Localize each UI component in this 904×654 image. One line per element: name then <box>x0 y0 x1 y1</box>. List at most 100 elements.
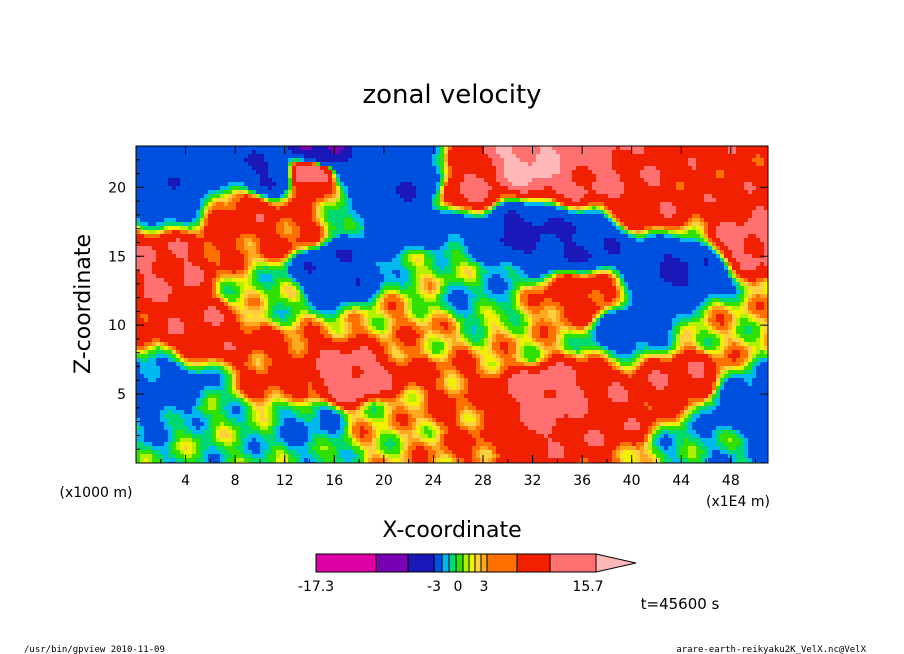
field-cell <box>204 246 209 251</box>
field-cell <box>740 186 745 191</box>
field-cell <box>312 194 317 199</box>
field-cell <box>488 222 493 227</box>
field-cell <box>704 214 709 219</box>
field-cell <box>400 262 405 267</box>
field-cell <box>288 254 293 259</box>
field-cell <box>460 258 465 263</box>
field-cell <box>200 234 205 239</box>
field-cell <box>368 258 373 263</box>
field-cell <box>532 174 537 179</box>
field-cell <box>200 250 205 255</box>
field-cell <box>376 242 381 247</box>
field-cell <box>660 194 665 199</box>
field-cell <box>284 162 289 167</box>
field-cell <box>748 242 753 247</box>
field-cell <box>496 230 501 235</box>
field-cell <box>168 250 173 255</box>
field-cell <box>380 218 385 223</box>
field-cell <box>548 242 553 247</box>
field-cell <box>716 214 721 219</box>
field-cell <box>376 166 381 171</box>
field-cell <box>352 222 357 227</box>
field-cell <box>548 206 553 211</box>
field-cell <box>328 210 333 215</box>
field-cell <box>348 234 353 239</box>
field-cell <box>344 178 349 183</box>
field-cell <box>360 190 365 195</box>
field-cell <box>656 178 661 183</box>
field-cell <box>540 182 545 187</box>
field-cell <box>528 258 533 263</box>
field-cell <box>496 186 501 191</box>
field-cell <box>488 270 493 275</box>
field-cell <box>708 238 713 243</box>
field-cell <box>360 254 365 259</box>
field-cell <box>740 254 745 259</box>
field-cell <box>276 270 281 275</box>
field-cell <box>676 150 681 155</box>
field-cell <box>380 242 385 247</box>
field-cell <box>388 258 393 263</box>
field-cell <box>604 246 609 251</box>
field-cell <box>240 238 245 243</box>
field-cell <box>476 250 481 255</box>
field-cell <box>640 162 645 167</box>
field-cell <box>592 170 597 175</box>
field-cell <box>736 206 741 211</box>
field-cell <box>292 270 297 275</box>
field-cell <box>696 222 701 227</box>
field-cell <box>648 222 653 227</box>
field-cell <box>432 170 437 175</box>
field-cell <box>516 166 521 171</box>
field-cell <box>280 250 285 255</box>
field-cell <box>600 206 605 211</box>
field-cell <box>216 158 221 163</box>
field-cell <box>340 146 345 151</box>
field-cell <box>444 270 449 275</box>
field-cell <box>388 170 393 175</box>
field-cell <box>520 182 525 187</box>
field-cell <box>540 242 545 247</box>
field-cell <box>736 234 741 239</box>
field-cell <box>156 226 161 231</box>
field-cell <box>188 222 193 227</box>
field-cell <box>332 162 337 167</box>
field-cell <box>744 146 749 151</box>
field-cell <box>716 194 721 199</box>
field-cell <box>332 218 337 223</box>
field-cell <box>616 154 621 159</box>
field-cell <box>228 270 233 275</box>
field-cell <box>292 250 297 255</box>
field-cell <box>744 150 749 155</box>
field-cell <box>696 174 701 179</box>
field-cell <box>380 186 385 191</box>
field-cell <box>344 218 349 223</box>
field-cell <box>204 146 209 151</box>
field-cell <box>660 226 665 231</box>
field-cell <box>308 230 313 235</box>
field-cell <box>664 190 669 195</box>
field-cell <box>296 198 301 203</box>
field-cell <box>636 266 641 271</box>
field-cell <box>760 206 765 211</box>
field-cell <box>184 254 189 259</box>
field-cell <box>220 226 225 231</box>
field-cell <box>732 238 737 243</box>
field-cell <box>208 154 213 159</box>
field-cell <box>224 242 229 247</box>
field-cell <box>700 194 705 199</box>
field-cell <box>176 150 181 155</box>
field-cell <box>184 258 189 263</box>
field-cell <box>212 202 217 207</box>
field-cell <box>204 206 209 211</box>
field-cell <box>508 170 513 175</box>
field-cell <box>560 150 565 155</box>
field-cell <box>492 222 497 227</box>
field-cell <box>536 202 541 207</box>
field-cell <box>748 162 753 167</box>
field-cell <box>604 174 609 179</box>
field-cell <box>688 150 693 155</box>
field-cell <box>616 226 621 231</box>
field-cell <box>720 214 725 219</box>
field-cell <box>400 234 405 239</box>
